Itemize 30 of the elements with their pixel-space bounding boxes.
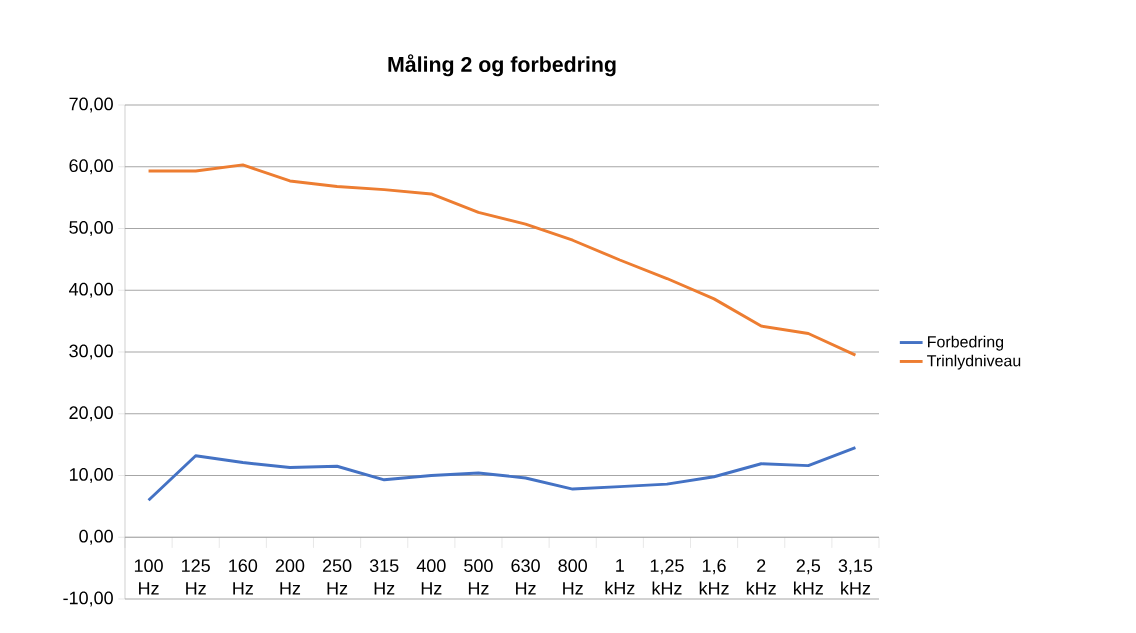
x-tick-label: 500 Hz bbox=[464, 559, 493, 595]
x-tick-label: 2 kHz bbox=[746, 559, 776, 595]
x-tick-label: 3,15 kHz bbox=[838, 559, 873, 595]
x-tick-label: 800 Hz bbox=[558, 559, 587, 595]
x-tick-label: 1,6 kHz bbox=[699, 559, 729, 595]
x-tick-label: 2,5 kHz bbox=[794, 559, 823, 595]
x-tick-label: 1 kHz bbox=[605, 559, 635, 595]
legend-label: Trinlydniveau bbox=[927, 354, 1021, 370]
legend-label: Forbedring bbox=[928, 335, 1004, 351]
y-tick-label: -10,00 bbox=[63, 591, 113, 607]
x-tick-label: 630 Hz bbox=[511, 559, 540, 595]
x-tick-label: 125 Hz bbox=[182, 559, 210, 595]
chart-title: Måling 2 og forbedring bbox=[388, 54, 616, 77]
y-tick-label: 40,00 bbox=[69, 282, 113, 298]
x-tick-label: 1,25 kHz bbox=[650, 559, 684, 595]
x-tick-label: 200 Hz bbox=[275, 559, 305, 595]
y-tick-label: 50,00 bbox=[69, 221, 113, 236]
y-tick-label: 10,00 bbox=[69, 468, 113, 483]
x-tick-label: 100 Hz bbox=[134, 559, 163, 595]
x-tick-label: 160 Hz bbox=[229, 559, 258, 595]
y-tick-label: 70,00 bbox=[69, 97, 113, 113]
line-series bbox=[147, 163, 857, 357]
x-tick-label: 400 Hz bbox=[416, 559, 446, 595]
x-tick-label: 315 Hz bbox=[369, 559, 399, 595]
x-tick-label: 250 Hz bbox=[322, 559, 352, 595]
y-tick-label: 20,00 bbox=[69, 406, 113, 422]
y-tick-label: 0,00 bbox=[79, 529, 113, 545]
line-series bbox=[147, 446, 857, 502]
y-tick-label: 60,00 bbox=[69, 159, 113, 175]
y-tick-label: 30,00 bbox=[69, 344, 113, 360]
